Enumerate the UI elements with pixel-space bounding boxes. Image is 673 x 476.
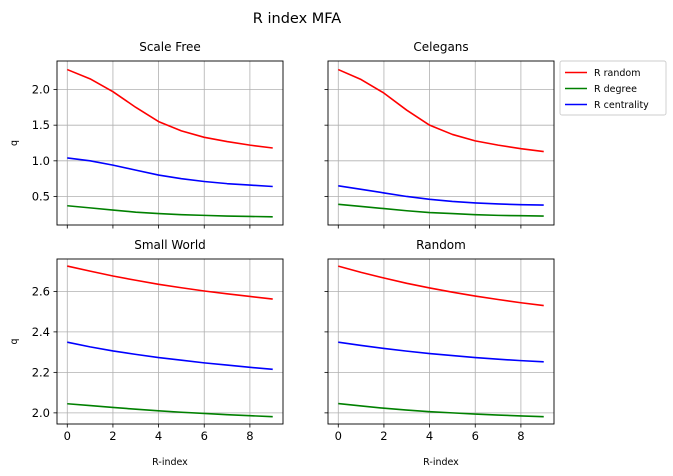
- y-tick-label: 2.0: [32, 406, 50, 420]
- series-line-1: [67, 204, 273, 218]
- legend-label-0: R random: [594, 68, 640, 79]
- series-line-1: [67, 402, 273, 418]
- x-tick-label: 2: [380, 429, 387, 443]
- panel-3: 0 2 4 6 8 Random R-index: [324, 238, 555, 468]
- x-tick-label: 8: [246, 429, 253, 443]
- axes-frame: [56, 60, 284, 226]
- panel-2: 0 2 4 6 8 2.0 2.2 2.4 2.6 Small World q R-index: [9, 238, 284, 468]
- panel-0: 0.5 1.0 1.5 2.0 Scale Free q: [9, 40, 284, 229]
- legend-box: [559, 60, 667, 116]
- figure-title: R index MFA: [253, 11, 341, 27]
- x-tick-label: 2: [109, 429, 116, 443]
- y-tick-label: 2.2: [32, 365, 50, 379]
- legend-label-2: R centrality: [594, 100, 649, 111]
- axes-frame: [327, 258, 555, 425]
- series-line-2: [338, 184, 544, 206]
- y-axis-label: q: [9, 140, 20, 146]
- x-tick-label: 4: [426, 429, 433, 443]
- panels: 0.5 1.0 1.5 2.0 Scale Free q Celegans 0 2 4 6 8 2.0 2…: [9, 40, 555, 468]
- y-tick-label: 2.4: [32, 325, 50, 339]
- legend-label-1: R degree: [594, 84, 637, 95]
- x-tick-label: 6: [201, 429, 208, 443]
- series-line-2: [67, 157, 273, 188]
- y-tick-label: 1.0: [32, 154, 50, 168]
- series-line-2: [338, 341, 544, 363]
- series-line-0: [66, 68, 273, 149]
- x-tick-label: 0: [64, 429, 71, 443]
- series-line-0: [67, 265, 273, 300]
- series-line-1: [338, 402, 544, 418]
- series-line-0: [337, 68, 544, 153]
- panel-1: Celegans: [324, 40, 555, 229]
- x-tick-label: 6: [472, 429, 479, 443]
- x-tick-label: 0: [335, 429, 342, 443]
- y-tick-label: 2.0: [32, 83, 50, 97]
- panel-title: Random: [416, 238, 466, 252]
- y-tick-label: 2.6: [32, 284, 50, 298]
- legend: R random R degree R centrality: [559, 60, 667, 116]
- y-tick-label: 1.5: [32, 118, 50, 132]
- x-axis-label: R-index: [152, 457, 188, 468]
- series-line-2: [67, 341, 273, 371]
- series-line-0: [338, 265, 544, 307]
- axes-frame: [56, 258, 284, 425]
- x-tick-label: 8: [517, 429, 524, 443]
- panel-title: Celegans: [413, 40, 468, 54]
- axes-frame: [327, 60, 555, 226]
- series-line-1: [338, 203, 544, 217]
- panel-title: Scale Free: [139, 40, 201, 54]
- panel-title: Small World: [134, 238, 206, 252]
- x-tick-label: 4: [155, 429, 162, 443]
- y-tick-label: 0.5: [32, 189, 50, 203]
- y-axis-label: q: [9, 338, 20, 344]
- x-axis-label: R-index: [423, 457, 459, 468]
